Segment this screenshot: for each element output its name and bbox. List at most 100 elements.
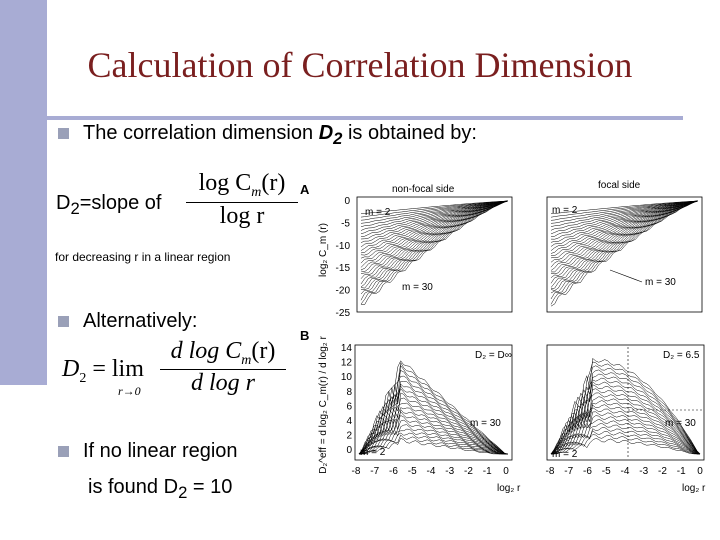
b-left-frame	[354, 344, 513, 461]
b-left-m-high: m = 30	[470, 418, 501, 429]
b-curve-line	[550, 357, 701, 455]
panel-b: B D₂^eff = d log₂ C_m(r) / d log₂ r 14 12…	[300, 328, 706, 494]
a-left-title: non-focal side	[392, 184, 455, 195]
a-curve-line	[360, 200, 509, 215]
a-curve-line	[360, 200, 509, 231]
bullet-square-icon	[58, 446, 69, 457]
a-curve-line	[550, 200, 699, 263]
b-ytick-label: 0	[346, 445, 352, 456]
bullet-1-post: is obtained by:	[342, 122, 477, 144]
a-curve-line	[550, 200, 699, 251]
b-xtick-label: 0	[503, 466, 509, 477]
b-ytick-label: 14	[341, 343, 353, 354]
b-curve-line	[550, 407, 701, 455]
a-curve-line	[550, 200, 699, 221]
a-curve-line	[550, 200, 699, 215]
b-right-d2: D₂ = 6.5	[663, 350, 700, 361]
decreasing-note: for decreasing r in a linear region	[55, 250, 231, 264]
a-ytick-label: -5	[341, 218, 350, 229]
a-curve-line	[550, 200, 699, 227]
a-curve-line	[360, 200, 509, 254]
a-curve-line	[360, 200, 509, 259]
b-xtick-label: -7	[370, 466, 379, 477]
a-curve-line	[550, 200, 699, 300]
a-ylabel: log₂ C_m (r)	[318, 223, 329, 277]
a-curve-line	[550, 200, 699, 224]
b-curve-line	[551, 434, 700, 455]
b-curve-line	[550, 404, 701, 455]
a-curve-line	[550, 200, 699, 268]
a-curve-line	[550, 200, 699, 235]
a-ytick-label: -20	[336, 286, 351, 297]
a-curve-line	[360, 200, 509, 279]
b-curve-line	[550, 365, 701, 455]
b-curve-line	[359, 424, 508, 455]
a-left-frame	[356, 196, 513, 313]
a-ytick-label: 0	[344, 196, 350, 207]
a-ytick-label: -15	[336, 263, 351, 274]
slope-prefix: D	[56, 192, 71, 214]
b-right-xlabel: log₂ r	[682, 483, 706, 494]
a-curve-line	[550, 200, 699, 307]
b-curve-line	[550, 419, 700, 455]
bullet-3-line2: is found D2 = 10	[88, 476, 233, 502]
a-curve-line	[360, 200, 509, 264]
a-curve-line	[550, 200, 699, 278]
b-ytick-label: 6	[346, 401, 352, 412]
b-curve-line	[551, 423, 700, 455]
b-xtick-label: -3	[445, 466, 454, 477]
a-left-m-low: m = 2	[365, 207, 391, 218]
a-curve-line	[360, 200, 509, 295]
a-curve-line	[550, 200, 699, 237]
b-curve-line	[551, 411, 701, 455]
b-curve-line	[358, 375, 509, 455]
b-xtick-label: -2	[658, 466, 667, 477]
a-curve-line	[550, 200, 699, 259]
b-curve-line	[358, 397, 508, 455]
a-curve-line	[360, 200, 509, 256]
bullet-square-icon	[58, 128, 69, 139]
b-ytick-label: 12	[341, 358, 353, 369]
bullet-square-icon	[58, 316, 69, 327]
panel-a-label: A	[300, 182, 310, 197]
a-curve-line	[550, 200, 699, 240]
a-curve-line	[360, 200, 509, 274]
title-underline	[0, 116, 683, 120]
a-curve-line	[360, 200, 509, 305]
formula-log-ratio: log Cm(r) log r	[186, 170, 298, 230]
b-xtick-label: -8	[546, 466, 555, 477]
b-curve-line	[358, 383, 508, 455]
b-curve-line	[359, 434, 508, 455]
b-curve-line	[358, 360, 509, 455]
bullet-1-text: The correlation dimension D2 is obtained…	[83, 122, 477, 149]
a-ytick-label: -25	[336, 308, 351, 319]
b-curve-line	[359, 432, 508, 455]
bullet-1-bold: D	[318, 122, 334, 144]
a-curve-line	[550, 200, 699, 291]
formula2-denominator: d log r	[190, 369, 255, 396]
a-curve-line	[360, 200, 509, 218]
b-xtick-label: -5	[602, 466, 611, 477]
b-right-frame	[546, 344, 705, 461]
b-curve-line	[359, 428, 508, 455]
a-ytick-label: -10	[336, 241, 351, 252]
b-xtick-label: -3	[639, 466, 648, 477]
a-curve-line	[360, 200, 509, 285]
b-right-m-low: m = 2	[552, 449, 578, 460]
bullet-1-sub: 2	[333, 129, 343, 148]
a-curve-line	[550, 200, 699, 231]
b-left-m-low: m = 2	[360, 447, 386, 458]
slope-sub: 2	[70, 199, 80, 218]
b-ytick-label: 10	[341, 372, 353, 383]
b-xtick-label: -5	[408, 466, 417, 477]
b-curve-line	[550, 377, 701, 455]
formula1-denominator: log r	[219, 202, 265, 229]
a-curve-line	[550, 200, 699, 284]
b-ytick-label: 2	[346, 431, 352, 442]
a-curve-line	[360, 200, 509, 237]
a-curve-line	[550, 200, 699, 218]
a-right-title: focal side	[598, 180, 641, 191]
a-curve-line	[360, 200, 509, 240]
b-curve-line	[550, 392, 701, 455]
